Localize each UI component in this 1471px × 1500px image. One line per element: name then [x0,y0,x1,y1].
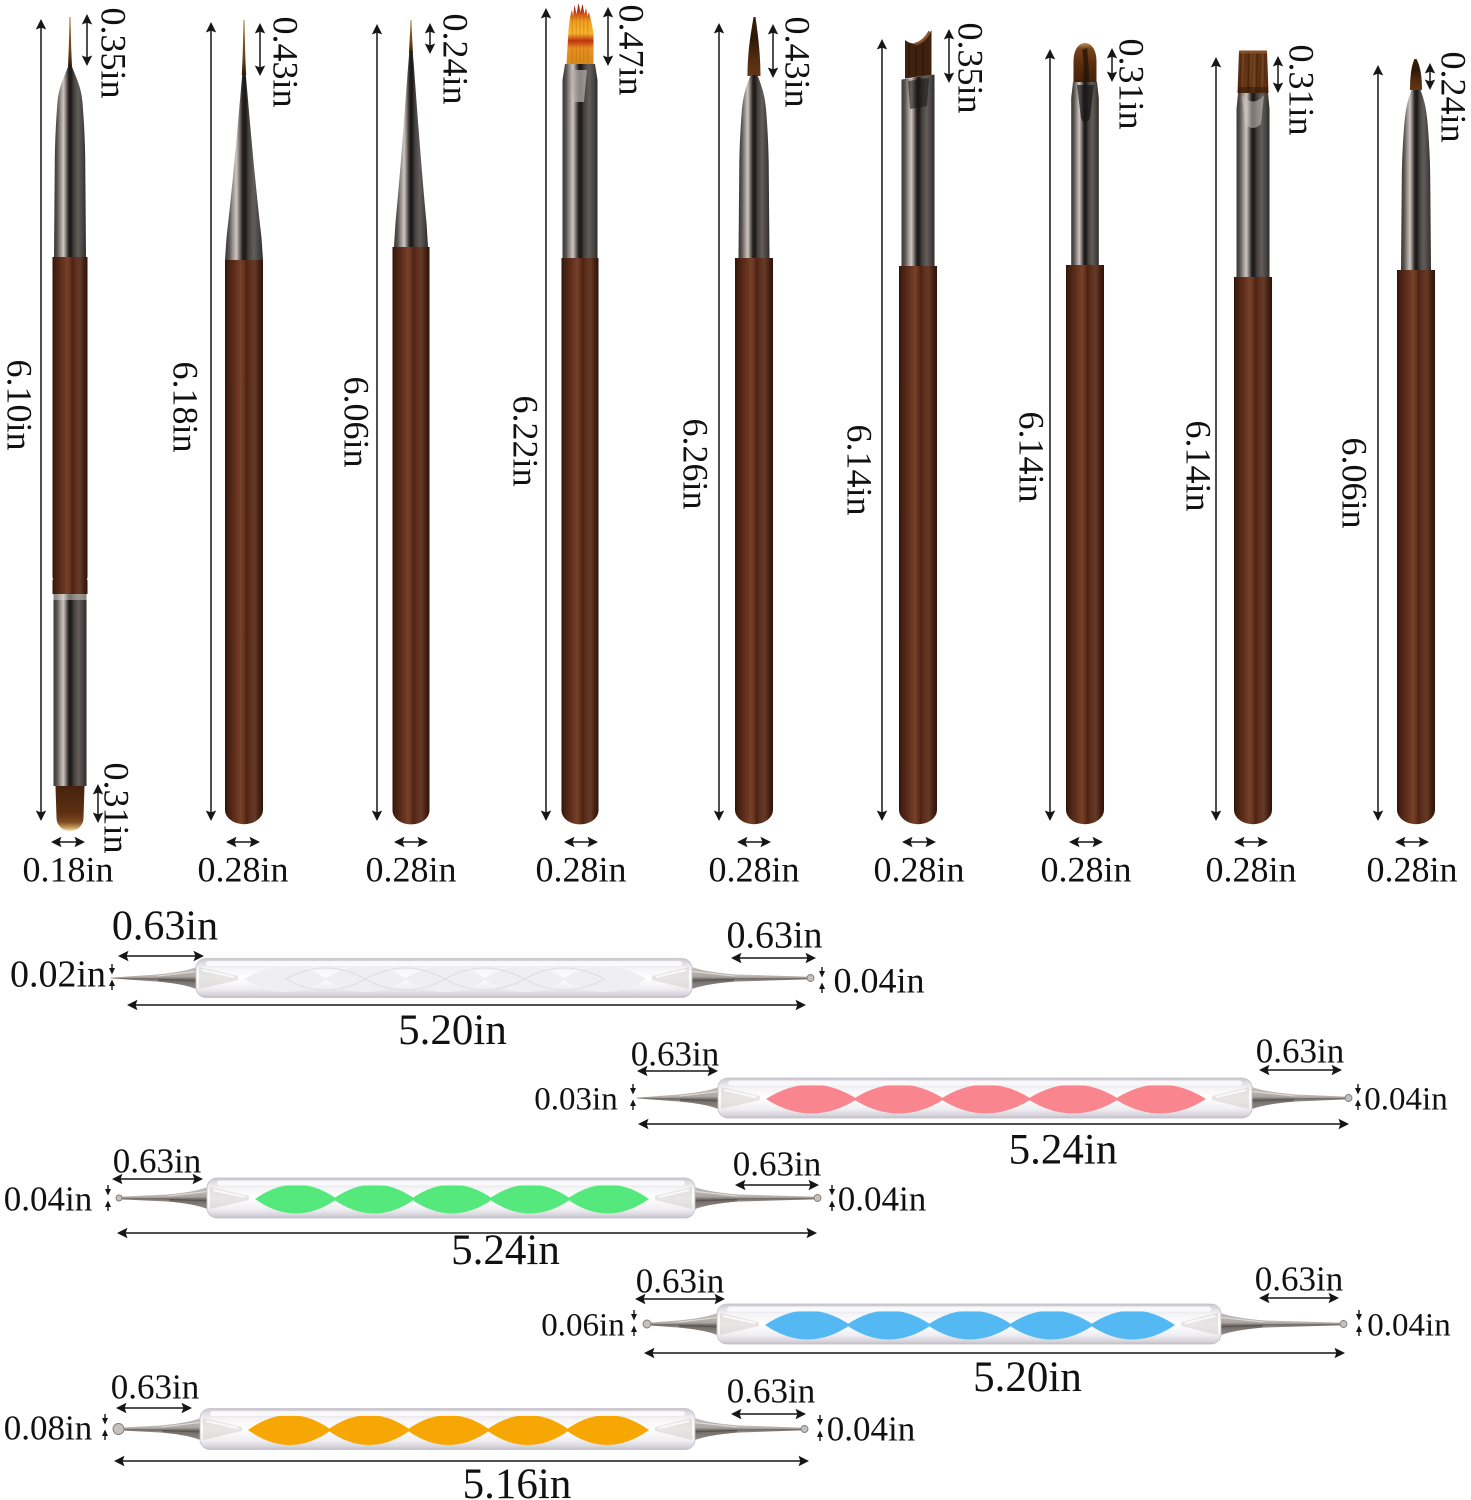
svg-text:0.63in: 0.63in [727,1372,815,1411]
svg-text:0.35in: 0.35in [951,22,991,113]
svg-text:0.04in: 0.04in [838,1180,926,1219]
svg-text:0.02in: 0.02in [10,954,106,996]
svg-text:0.31in: 0.31in [1282,44,1322,135]
svg-text:0.63in: 0.63in [636,1262,724,1301]
svg-text:5.20in: 5.20in [973,1354,1082,1401]
svg-text:0.31in: 0.31in [97,762,137,853]
svg-text:0.63in: 0.63in [733,1145,821,1184]
svg-text:5.20in: 5.20in [398,1007,507,1054]
svg-text:0.24in: 0.24in [1434,51,1471,142]
svg-text:6.14in: 6.14in [1179,420,1219,511]
svg-text:5.16in: 5.16in [463,1461,572,1500]
svg-text:0.04in: 0.04in [4,1180,92,1219]
svg-text:6.06in: 6.06in [337,376,377,467]
svg-text:0.63in: 0.63in [1256,1032,1344,1071]
svg-text:6.10in: 6.10in [0,359,40,450]
svg-text:6.14in: 6.14in [840,424,880,515]
svg-text:0.28in: 0.28in [365,850,456,890]
svg-text:0.63in: 0.63in [112,904,218,950]
svg-text:6.18in: 6.18in [166,361,206,452]
svg-text:0.28in: 0.28in [535,850,626,890]
svg-text:0.63in: 0.63in [113,1142,201,1181]
svg-text:0.04in: 0.04in [1364,1082,1447,1118]
svg-text:0.18in: 0.18in [22,850,113,890]
svg-text:6.06in: 6.06in [1335,437,1375,528]
svg-text:0.31in: 0.31in [1112,38,1152,129]
svg-text:0.08in: 0.08in [4,1409,92,1448]
svg-text:5.24in: 5.24in [1009,1127,1118,1174]
svg-text:0.04in: 0.04in [833,961,924,1001]
svg-text:0.24in: 0.24in [436,13,476,104]
svg-text:0.63in: 0.63in [111,1368,199,1407]
svg-text:0.47in: 0.47in [612,4,652,95]
svg-text:0.63in: 0.63in [1255,1260,1343,1299]
svg-text:5.24in: 5.24in [451,1227,560,1274]
svg-text:0.28in: 0.28in [708,850,799,890]
svg-text:6.14in: 6.14in [1012,411,1052,502]
svg-text:0.28in: 0.28in [197,850,288,890]
svg-text:0.04in: 0.04in [827,1410,915,1449]
svg-text:0.35in: 0.35in [94,7,134,98]
svg-text:0.43in: 0.43in [778,16,818,107]
svg-text:6.26in: 6.26in [676,418,716,509]
svg-text:6.22in: 6.22in [506,395,546,486]
svg-text:0.06in: 0.06in [541,1308,624,1344]
svg-text:0.43in: 0.43in [266,16,306,107]
svg-text:0.63in: 0.63in [726,915,822,957]
svg-text:0.28in: 0.28in [1205,850,1296,890]
svg-text:0.28in: 0.28in [873,850,964,890]
svg-text:0.04in: 0.04in [1367,1308,1450,1344]
svg-text:0.03in: 0.03in [534,1082,617,1118]
svg-text:0.28in: 0.28in [1040,850,1131,890]
svg-text:0.28in: 0.28in [1366,850,1457,890]
